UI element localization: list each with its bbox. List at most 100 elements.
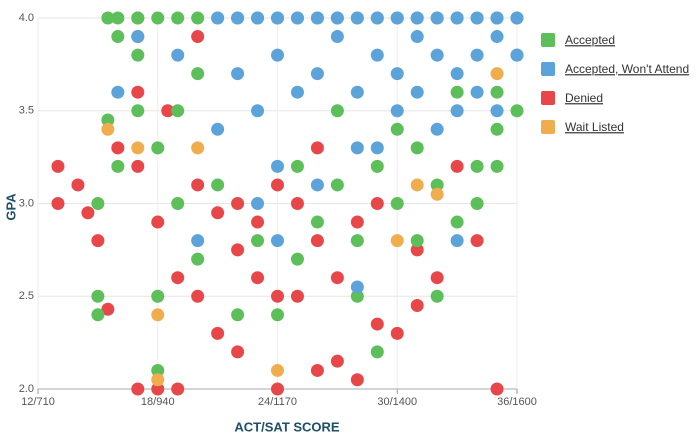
- point: [290, 85, 304, 99]
- point: [310, 234, 324, 248]
- point: [271, 363, 284, 377]
- point: [271, 48, 284, 62]
- point: [171, 197, 185, 210]
- point: [251, 104, 265, 118]
- point: [271, 234, 284, 248]
- point: [191, 141, 205, 155]
- legend-swatch: [541, 33, 555, 47]
- point: [131, 141, 145, 155]
- point: [370, 345, 384, 359]
- legend-label[interactable]: Accepted, Won't Attend: [565, 62, 689, 76]
- point: [370, 317, 384, 331]
- point: [251, 215, 265, 229]
- legend-swatch: [541, 120, 555, 134]
- point: [510, 11, 524, 25]
- y-tick-label: 4.0: [19, 12, 34, 24]
- point: [450, 11, 464, 25]
- point: [370, 141, 384, 155]
- point: [231, 243, 245, 257]
- point: [231, 197, 245, 210]
- point: [101, 122, 115, 136]
- point: [151, 289, 165, 303]
- point: [231, 345, 245, 359]
- point: [430, 271, 444, 285]
- point: [290, 159, 304, 173]
- legend-label[interactable]: Accepted: [565, 33, 615, 47]
- point: [350, 215, 364, 229]
- point: [51, 159, 65, 173]
- point: [251, 234, 265, 248]
- point: [171, 48, 185, 62]
- point: [310, 178, 324, 192]
- point: [271, 178, 284, 192]
- point: [430, 178, 444, 192]
- point: [151, 363, 165, 377]
- y-tick-label: 3.5: [19, 105, 34, 117]
- point: [91, 289, 105, 303]
- point: [430, 48, 444, 62]
- point: [410, 243, 424, 257]
- point: [171, 104, 185, 118]
- point: [81, 206, 95, 220]
- point: [450, 215, 464, 229]
- point: [111, 11, 125, 25]
- point: [101, 302, 115, 316]
- legend-label[interactable]: Wait Listed: [565, 120, 624, 134]
- point: [171, 271, 185, 285]
- point: [131, 85, 145, 99]
- point: [490, 104, 504, 118]
- point: [251, 11, 265, 25]
- point: [350, 373, 364, 387]
- x-tick-label: 36/1600: [497, 396, 537, 408]
- point: [490, 159, 504, 173]
- point: [211, 206, 225, 220]
- point: [470, 48, 484, 62]
- point: [470, 234, 484, 248]
- point: [330, 11, 344, 25]
- point: [91, 308, 105, 322]
- point: [290, 197, 304, 210]
- point: [430, 122, 444, 136]
- point: [151, 141, 165, 155]
- point: [191, 289, 205, 303]
- point: [410, 234, 424, 248]
- legend-label[interactable]: Denied: [565, 91, 603, 105]
- point: [370, 11, 384, 25]
- point: [151, 215, 165, 229]
- point: [390, 104, 404, 118]
- point: [171, 382, 185, 396]
- point: [91, 234, 105, 248]
- point: [211, 326, 225, 340]
- point: [91, 197, 105, 210]
- point: [191, 178, 205, 192]
- point: [211, 178, 225, 192]
- point: [310, 215, 324, 229]
- x-tick-label: 12/710: [21, 396, 55, 408]
- point: [510, 104, 524, 118]
- x-axis-title: ACT/SAT SCORE: [234, 419, 340, 434]
- point: [490, 30, 504, 44]
- point: [370, 159, 384, 173]
- point: [131, 48, 145, 62]
- point: [450, 104, 464, 118]
- legend-swatch: [541, 62, 555, 76]
- point: [490, 11, 504, 25]
- point: [470, 197, 484, 210]
- point: [271, 159, 284, 173]
- point: [111, 85, 125, 99]
- point: [271, 308, 284, 322]
- point: [450, 85, 464, 99]
- point: [330, 354, 344, 368]
- point: [290, 289, 304, 303]
- point: [350, 234, 364, 248]
- point: [330, 271, 344, 285]
- point: [131, 159, 145, 173]
- point: [390, 122, 404, 136]
- point: [191, 252, 205, 266]
- point: [71, 178, 85, 192]
- point: [290, 252, 304, 266]
- point: [490, 382, 504, 396]
- point: [330, 30, 344, 44]
- point: [330, 104, 344, 118]
